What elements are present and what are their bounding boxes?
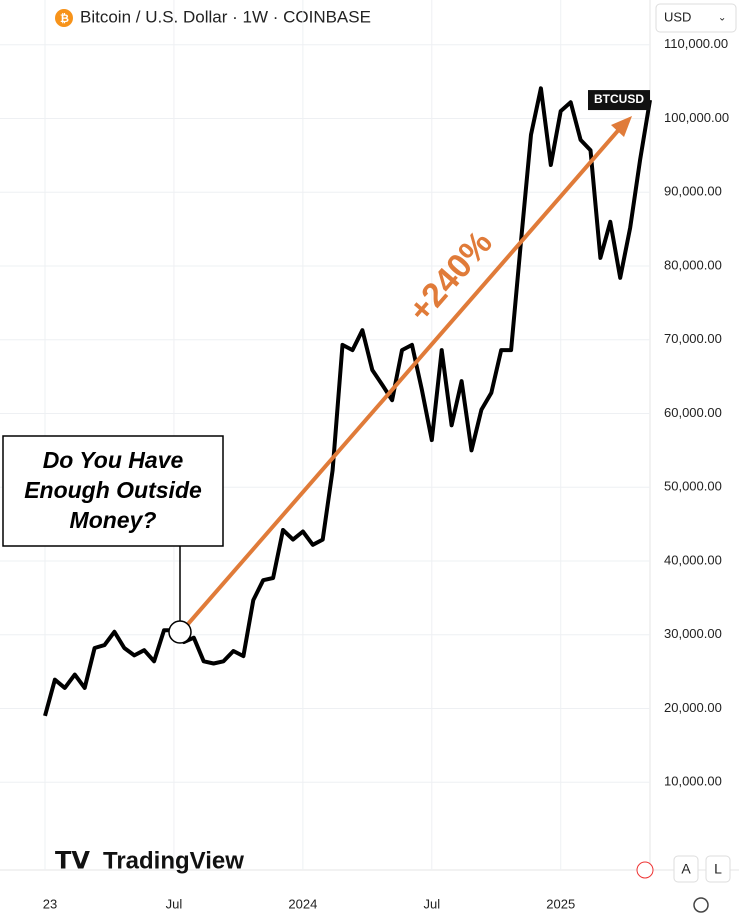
symbol-tag-bg — [588, 90, 650, 111]
plot — [43, 86, 652, 717]
y-tick-label: 40,000.00 — [664, 552, 722, 567]
settings-icon[interactable] — [693, 897, 709, 913]
chart-title: Bitcoin / U.S. Dollar · 1W · COINBASE — [80, 7, 371, 26]
x-tick-label: Jul — [166, 896, 183, 911]
callout-point — [168, 620, 192, 644]
auto-label: A — [681, 861, 691, 877]
callout-text: Money? — [70, 507, 157, 533]
y-tick-label: 50,000.00 — [664, 479, 722, 494]
auto-button[interactable] — [673, 855, 699, 883]
x-tick-label: Jul — [423, 896, 440, 911]
x-tick-label: 2024 — [288, 896, 317, 911]
callout-text: Enough Outside — [24, 477, 202, 503]
y-tick-label: 100,000.00 — [664, 110, 729, 125]
y-tick-label: 90,000.00 — [664, 184, 722, 199]
y-tick-label: 30,000.00 — [664, 626, 722, 641]
y-tick-label: 60,000.00 — [664, 405, 722, 420]
gain-arrow-head — [611, 116, 632, 137]
y-tick-label: 20,000.00 — [664, 700, 722, 715]
callout-text: Do You Have — [43, 447, 184, 473]
flag-icon — [636, 861, 654, 879]
y-tick-label: 80,000.00 — [664, 257, 722, 272]
currency-caret: ⌄ — [718, 13, 726, 24]
brand-logo: 𝗧𝗩 — [55, 847, 90, 874]
brand-name: TradingView — [103, 847, 244, 874]
y-tick-label: 110,000.00 — [664, 36, 728, 51]
currency-label: USD — [664, 9, 691, 24]
price-line — [43, 86, 652, 717]
coin-glyph: ₿ — [60, 13, 69, 25]
currency-select[interactable] — [655, 3, 737, 33]
y-tick-label: 10,000.00 — [664, 774, 722, 789]
coin-icon — [55, 9, 73, 27]
y-tick-label: 70,000.00 — [664, 331, 722, 346]
callout-box — [2, 435, 224, 547]
x-tick-label: 2025 — [546, 896, 575, 911]
x-tick-label: 23 — [43, 896, 57, 911]
gain-arrow — [186, 124, 624, 626]
log-button[interactable] — [705, 855, 731, 883]
log-label: L — [714, 861, 722, 877]
symbol-tag: BTCUSD — [594, 92, 644, 106]
grid: 10,000.00 20,000.00 30,000.00 40,000.00 50,0… — [0, 0, 729, 911]
